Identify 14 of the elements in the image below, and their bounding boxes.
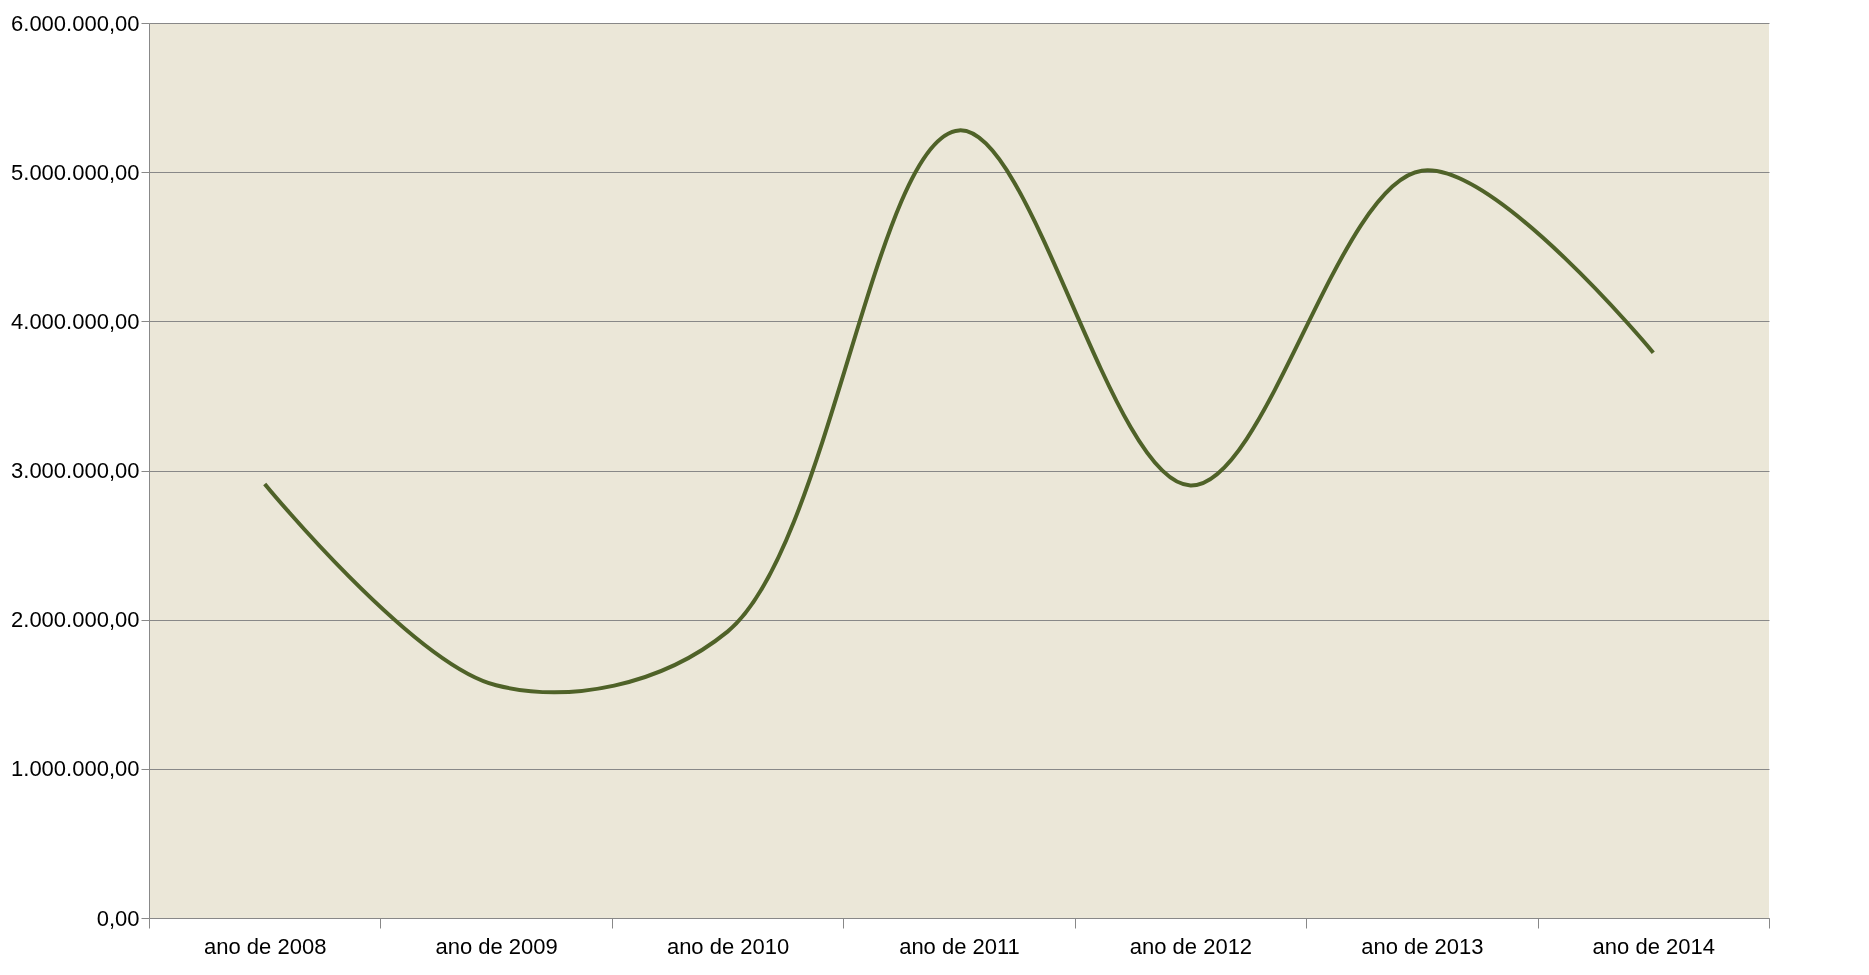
x-tick-label: ano de 2009 [435, 933, 558, 959]
y-tick-label: 3.000.000,00 [11, 458, 140, 483]
x-tick-label: ano de 2010 [666, 933, 790, 959]
x-tick-label: ano de 2013 [1361, 933, 1484, 959]
x-tick-label: ano de 2011 [899, 933, 1020, 959]
y-tick-label: 6.000.000,00 [11, 10, 140, 36]
y-tick-label: 2.000.000,00 [11, 607, 140, 633]
y-tick-label: 4.000.000,00 [11, 308, 140, 334]
x-tick-label: ano de 2008 [204, 933, 327, 959]
x-tick-label: ano de 2014 [1592, 933, 1715, 959]
x-tick-label: ano de 2012 [1129, 933, 1253, 959]
y-tick-label: 0,00 [96, 905, 140, 931]
y-tick-label: 1.000.000,00 [11, 756, 140, 782]
y-tick-label: 5.000.000,00 [11, 159, 140, 185]
